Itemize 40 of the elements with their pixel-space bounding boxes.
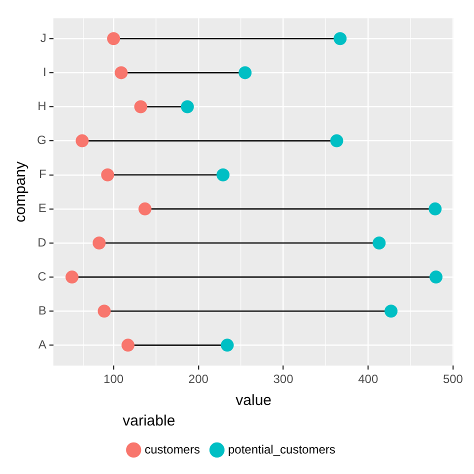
legend-label: potential_customers (228, 442, 336, 456)
point (92, 236, 106, 250)
point (372, 236, 386, 250)
y-tick-label: E (38, 201, 46, 216)
legend-title: variable (122, 412, 176, 430)
point (180, 100, 194, 114)
point (384, 304, 398, 318)
point (238, 66, 252, 80)
point (122, 338, 134, 352)
y-tick-label: G (36, 133, 46, 148)
point (138, 202, 152, 216)
point (76, 134, 89, 148)
point (66, 270, 78, 284)
point (430, 270, 442, 284)
point (101, 168, 114, 182)
x-tick-label: 400 (358, 372, 378, 386)
point (114, 66, 128, 80)
y-tick-label: J (40, 30, 46, 45)
point (220, 338, 234, 352)
point (134, 100, 148, 114)
y-tick-label: C (38, 269, 47, 284)
x-tick-label: 500 (442, 372, 464, 386)
y-tick-label: F (38, 167, 46, 182)
x-tick-label: 300 (273, 372, 294, 386)
point (98, 304, 111, 318)
y-tick-label: I (42, 65, 46, 80)
point (334, 32, 347, 46)
x-axis-title: value (236, 392, 272, 410)
point (428, 202, 442, 216)
x-tick-label: 100 (104, 372, 124, 386)
x-tick-label: 200 (188, 372, 209, 386)
y-tick-label: H (38, 99, 46, 114)
y-tick-label: B (38, 303, 46, 318)
y-tick-label: A (38, 337, 46, 352)
point (216, 168, 230, 182)
y-tick-label: D (38, 235, 47, 250)
point (107, 32, 120, 46)
legend-label: customers (144, 442, 200, 456)
y-axis-title: company (12, 160, 30, 222)
point (330, 134, 344, 148)
